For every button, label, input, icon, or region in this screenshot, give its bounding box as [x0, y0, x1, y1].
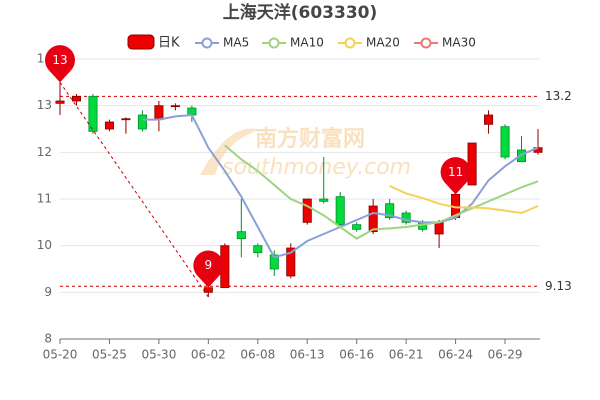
ma-line: [389, 185, 539, 215]
candle-body: [253, 245, 263, 254]
candle-body: [434, 221, 444, 235]
watermark-logo: [200, 128, 260, 175]
candle-body: [352, 224, 362, 230]
mark-line-label: 9.13: [545, 279, 572, 293]
candle-body: [484, 114, 494, 125]
y-tick-label: 13: [37, 98, 52, 112]
candle-body: [88, 95, 98, 132]
candle-body: [154, 105, 164, 121]
legend-dot: [201, 37, 213, 49]
marker-pin: [193, 250, 224, 288]
candle-body: [269, 254, 279, 270]
candle-body: [385, 203, 395, 219]
x-tick-label: 06-02: [191, 348, 226, 362]
x-tick-label: 06-08: [240, 348, 275, 362]
candle-body: [137, 114, 147, 130]
legend-dot: [268, 37, 280, 49]
x-tick-label: 05-25: [92, 348, 127, 362]
y-tick-label: 9: [44, 285, 52, 299]
candle-body: [286, 247, 296, 277]
candle-body: [319, 198, 329, 202]
legend-dot: [420, 37, 432, 49]
candle-body: [170, 105, 180, 108]
marker-label: 13: [52, 53, 67, 67]
legend-label: MA20: [366, 36, 400, 50]
legend-label: MA30: [442, 36, 476, 50]
x-tick-label: 06-29: [488, 348, 523, 362]
watermark: 南方财富网 southmoney.com: [200, 126, 411, 180]
marker-link: [59, 82, 209, 298]
candle-body: [401, 212, 411, 223]
x-tick-label: 06-21: [389, 348, 424, 362]
candle-body: [71, 95, 82, 102]
candle-body: [203, 287, 213, 293]
candle-body: [302, 198, 312, 223]
legend-label: 日K: [158, 36, 180, 51]
watermark-text: 南方财富网: [255, 126, 365, 152]
candle-body: [335, 196, 345, 226]
mark-line-label: 13.2: [545, 89, 572, 103]
x-tick-label: 06-13: [290, 348, 325, 362]
legend-dot: [344, 37, 356, 49]
marker-label: 11: [448, 165, 463, 179]
legend-label: MA10: [290, 36, 324, 50]
candle-body: [368, 205, 378, 233]
watermark-text: southmoney.com: [222, 155, 411, 180]
candle-body: [55, 100, 65, 104]
legend-swatch: [127, 34, 155, 50]
y-tick-label: 8: [44, 332, 52, 346]
y-tick-label: 10: [37, 238, 52, 252]
x-tick-label: 05-30: [141, 348, 176, 362]
candle-body: [104, 121, 114, 130]
candle-body: [236, 231, 246, 240]
chart-title: 上海天洋(603330): [223, 2, 378, 23]
legend-label: MA5: [223, 36, 249, 50]
marker-pin: [440, 157, 471, 195]
ma-line: [224, 144, 539, 240]
x-tick-label: 05-20: [43, 348, 78, 362]
marker-label: 9: [205, 258, 213, 272]
candle-body: [467, 142, 477, 186]
y-tick-label: 12: [37, 145, 52, 159]
x-tick-label: 06-24: [438, 348, 473, 362]
candle-body: [121, 118, 131, 121]
grid: [60, 58, 540, 340]
marker-pin: [45, 45, 75, 83]
y-tick-label: 11: [37, 192, 52, 206]
x-tick-label: 06-16: [339, 348, 374, 362]
candle-body: [187, 107, 197, 116]
candle-body: [500, 126, 510, 158]
